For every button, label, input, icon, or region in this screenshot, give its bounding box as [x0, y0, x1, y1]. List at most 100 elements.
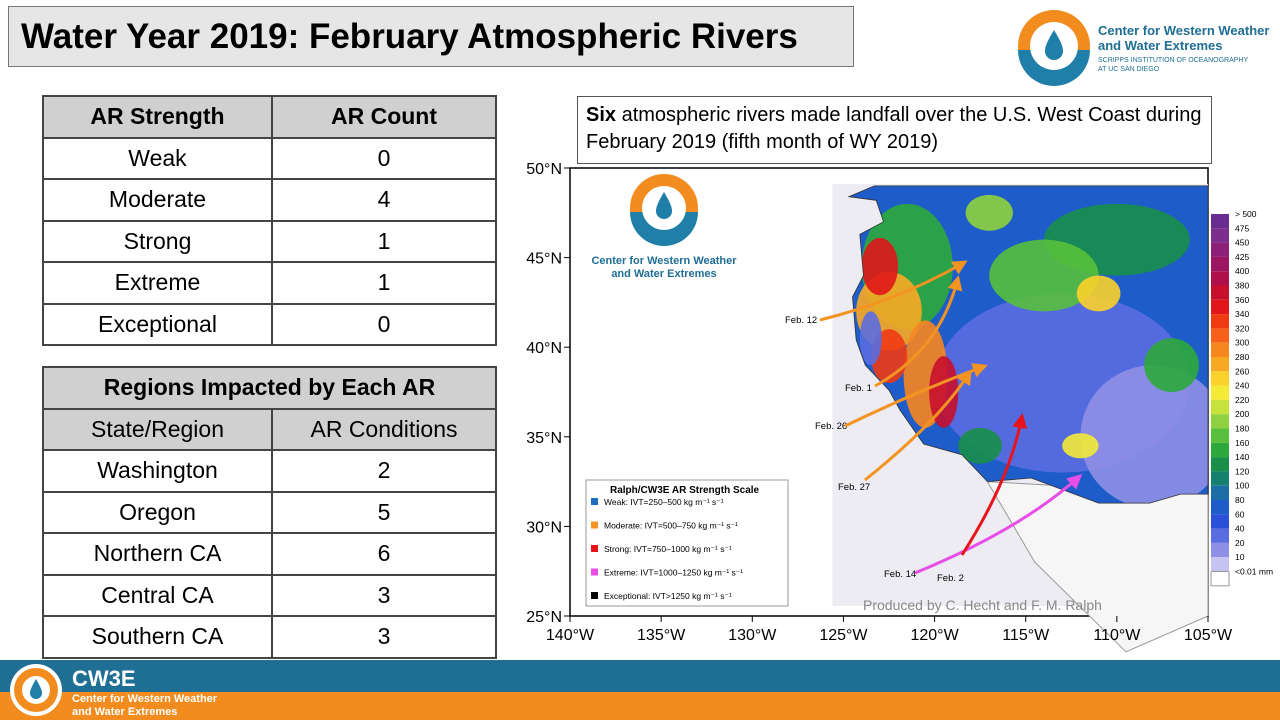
colorbar-cell: [1211, 328, 1229, 343]
lat-label: 35°N: [526, 430, 562, 447]
colorbar-label: 10: [1235, 552, 1245, 562]
lon-label: 125°W: [819, 627, 868, 644]
colorbar-cell: [1211, 385, 1229, 400]
row: Moderate 4: [42, 178, 497, 222]
colorbar-cell: [1211, 442, 1229, 458]
colorbar-cell: [1211, 214, 1229, 229]
arrow: [914, 473, 1083, 575]
header-cell: AR Strength: [42, 95, 273, 139]
colorbar-cell: [1211, 357, 1229, 372]
row: Strong 1: [42, 219, 497, 263]
row: Weak 0: [42, 136, 497, 180]
colorbar-cell: [1211, 428, 1229, 443]
cell: Central CA: [42, 573, 273, 617]
logo-sub: SCRIPPS INSTITUTION OF OCEANOGRAPHY: [1098, 57, 1248, 64]
colorbar-label: > 500: [1235, 209, 1257, 219]
ivt-blob: [859, 311, 882, 366]
cell: 3: [271, 615, 497, 659]
legend-swatch: [591, 568, 598, 576]
strength-table: AR Strength AR Count Weak 0 Moderate 4 Strong 1…: [42, 95, 497, 346]
header-cell: AR Conditions: [271, 407, 497, 451]
cell: 0: [271, 136, 497, 180]
cell: Moderate: [42, 178, 273, 222]
colorbar-label: 360: [1235, 295, 1249, 305]
footer-text: Center for Western Weather: [72, 693, 218, 705]
colorbar-cell: [1211, 314, 1229, 329]
map-logo: [656, 192, 672, 219]
colorbar-cell: [1211, 414, 1229, 429]
callout: Six atmospheric rivers made landfall ove…: [577, 96, 1212, 164]
lat-label: 25°N: [526, 609, 562, 626]
colorbar-label: 40: [1235, 524, 1245, 534]
arrow-label: Feb. 27: [838, 482, 870, 493]
colorbar-label: 380: [1235, 281, 1249, 291]
colorbar-cell: [1211, 457, 1229, 472]
legend-swatch: [591, 545, 598, 552]
cell: 5: [271, 490, 497, 534]
row: Central CA 3: [42, 573, 497, 617]
colorbar-cell: [1211, 371, 1229, 386]
arrow-label: Feb. 14: [884, 569, 916, 580]
header-cell: State/Region: [42, 407, 273, 451]
logo-text: Center for Western Weather: [1098, 23, 1269, 38]
lon-label: 110°W: [1093, 627, 1141, 644]
ivt-blob: [958, 427, 1003, 464]
colorbar-label: 220: [1235, 395, 1249, 405]
row: Extreme 1: [42, 261, 497, 305]
ivt-blob: [861, 237, 899, 296]
cell: 1: [271, 219, 497, 263]
colorbar-label: 450: [1235, 238, 1249, 248]
row: Oregon 5: [42, 490, 497, 534]
map-logo-text: Center for Western Weather: [591, 255, 737, 267]
legend-label: Strong: IVT=750–1000 kg m⁻¹ s⁻¹: [604, 544, 732, 554]
ivt-blob: [1062, 433, 1099, 459]
cell: 6: [271, 532, 497, 576]
table-title: Regions Impacted by Each AR: [42, 366, 497, 410]
arrow: [819, 260, 968, 322]
header-cell: AR Count: [271, 95, 497, 139]
colorbar-cell: [1211, 256, 1229, 272]
credit: Produced by C. Hecht and F. M. Ralph: [863, 597, 1102, 613]
cell: Northern CA: [42, 532, 273, 576]
footer-logo: [30, 679, 42, 699]
header-row: AR Strength AR Count: [42, 95, 497, 139]
row: Washington 2: [42, 449, 497, 493]
colorbar-label: 120: [1235, 466, 1249, 476]
colorbar-label: 280: [1235, 352, 1249, 362]
ivt-blob: [1144, 338, 1199, 392]
lat-label: 30°N: [526, 519, 562, 536]
logo: Center for Western Weather and Water Ext…: [1018, 10, 1269, 86]
arrow-label: Feb. 1: [845, 383, 872, 394]
colorbar-label: 425: [1235, 252, 1249, 262]
ivt-blob: [965, 194, 1013, 231]
arrow: [864, 369, 972, 482]
legend-title: Ralph/CW3E AR Strength Scale: [610, 485, 760, 496]
cell: 1: [271, 261, 497, 305]
legend-label: Exceptional: IVT>1250 kg m⁻¹ s⁻¹: [604, 591, 732, 601]
ivt-blob: [989, 239, 1099, 312]
logo-drop: [1045, 30, 1063, 60]
colorbar-cell: [1211, 285, 1229, 300]
cell: 4: [271, 178, 497, 222]
footer-text: and Water Extremes: [72, 706, 177, 718]
colorbar-label: 340: [1235, 309, 1249, 319]
colorbar-cell: [1211, 342, 1229, 357]
footer-band: [0, 660, 1280, 692]
colorbar-label: 240: [1235, 381, 1249, 391]
colorbar-label: 200: [1235, 409, 1249, 419]
arrow-label: Feb. 12: [785, 315, 817, 326]
ivt-blob: [1080, 365, 1208, 504]
legend-swatch: [591, 498, 598, 505]
ivt-blob: [929, 356, 959, 428]
colorbar-cell: [1211, 514, 1229, 529]
colorbar-label: <0.01 mm: [1235, 567, 1273, 577]
colorbar-cell: [1211, 242, 1229, 257]
legend-label: Extreme: IVT=1000–1250 kg m⁻¹ s⁻¹: [604, 568, 743, 578]
row: Southern CA 3: [42, 615, 497, 659]
cell: 3: [271, 573, 497, 617]
map-logo-text: and Water Extremes: [611, 268, 716, 280]
legend-swatch: [591, 521, 598, 529]
cell: Washington: [42, 449, 273, 493]
colorbar-cell: [1211, 228, 1229, 243]
